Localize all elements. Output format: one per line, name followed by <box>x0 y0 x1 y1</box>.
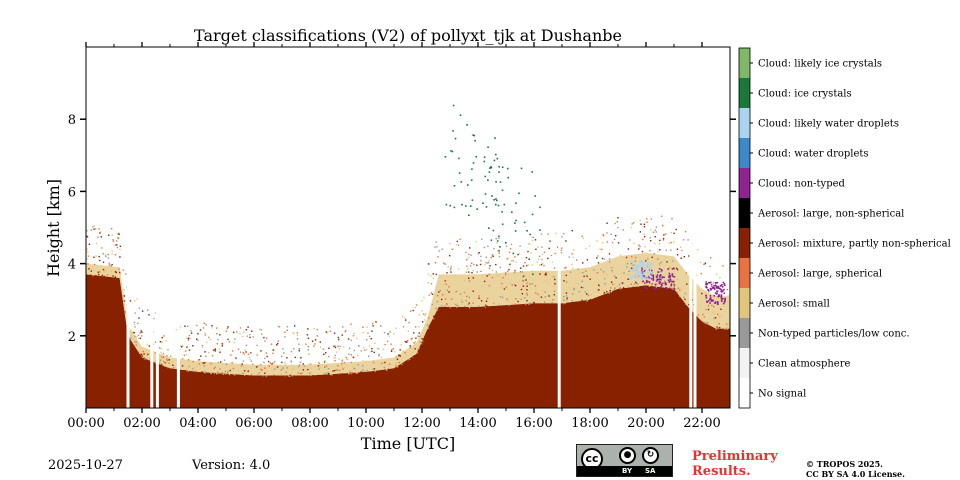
aerosol-speckle <box>86 215 731 377</box>
copyright-notice: © TROPOS 2025. CC BY SA 4.0 License. <box>806 459 905 479</box>
data-gap <box>689 47 693 408</box>
license-strip <box>577 466 672 476</box>
version-label: Version: 4.0 <box>192 458 271 473</box>
date-label: 2025-10-27 <box>48 458 123 473</box>
copyright-line-2: CC BY SA 4.0 License. <box>806 469 905 479</box>
cc-license-badge: cc ● ↻ BY SA <box>576 444 673 477</box>
legend-label: Non-typed particles/low conc. <box>758 329 910 340</box>
legend-swatch <box>739 198 750 228</box>
legend-label: Cloud: likely ice crystals <box>758 59 882 70</box>
preliminary-notice: Preliminary Results. <box>692 449 778 479</box>
sa-label: SA <box>645 467 656 475</box>
chart-title: Target classifications (V2) of pollyxt_t… <box>194 26 622 45</box>
x-axis: 00:00 02:00 04:00 06:00 08:00 10:00 12:00 14:00… <box>67 42 721 431</box>
legend-frame <box>738 47 751 409</box>
y-tick-label: 4 <box>68 258 76 273</box>
legend-swatch <box>739 258 750 288</box>
x-tick-label: 08:00 <box>291 416 328 431</box>
by-label: BY <box>622 467 633 475</box>
legend-swatch <box>739 318 750 348</box>
y-tick-label: 8 <box>68 113 76 128</box>
x-tick-label: 00:00 <box>67 416 104 431</box>
x-axis-label: Time [UTC] <box>361 434 455 453</box>
x-tick-label: 12:00 <box>403 416 440 431</box>
x-tick-label: 02:00 <box>123 416 160 431</box>
plot-frame <box>85 46 731 409</box>
classification-legend: No signal Clean atmosphere Non-typed parti… <box>738 47 951 409</box>
x-tick-label: 06:00 <box>235 416 272 431</box>
data-gap <box>155 47 159 408</box>
preliminary-line-2: Results. <box>692 464 751 479</box>
legend-label: Aerosol: large, non-spherical <box>757 209 904 220</box>
cloud-feature <box>640 267 676 290</box>
preliminary-line-1: Preliminary <box>692 449 778 464</box>
data-gap <box>176 47 180 408</box>
legend-swatch <box>739 78 750 108</box>
attribution-icon: ● <box>619 447 636 464</box>
x-tick-label: 14:00 <box>459 416 496 431</box>
x-tick-label: 20:00 <box>627 416 664 431</box>
x-tick-label: 16:00 <box>515 416 552 431</box>
legend-label: Cloud: ice crystals <box>758 89 852 100</box>
y-axis: 2 4 6 8 <box>68 113 736 345</box>
x-tick-label: 18:00 <box>571 416 608 431</box>
copyright-line-1: © TROPOS 2025. <box>806 459 883 469</box>
aerosol-layer <box>86 274 730 408</box>
cloud-feature <box>629 260 653 280</box>
cloud-feature <box>444 104 541 278</box>
legend-swatch <box>739 378 750 408</box>
legend-swatch <box>739 138 750 168</box>
x-tick-label: 10:00 <box>347 416 384 431</box>
legend-label: Aerosol: small <box>757 299 830 310</box>
y-axis-label: Height [km] <box>44 179 63 277</box>
legend-label: Aerosol: large, spherical <box>757 269 882 280</box>
legend-label: Clean atmosphere <box>758 359 851 370</box>
legend-swatch <box>739 288 750 318</box>
legend-label: Cloud: likely water droplets <box>758 119 899 130</box>
legend-swatch <box>739 228 750 258</box>
y-tick-label: 2 <box>68 330 76 345</box>
legend-swatch <box>739 348 750 378</box>
small-aerosol-band <box>86 252 730 376</box>
legend-label: Cloud: water droplets <box>758 149 869 160</box>
data-gap <box>693 47 697 408</box>
data-gap <box>150 47 154 408</box>
cloud-feature <box>705 281 726 305</box>
x-tick-label: 22:00 <box>683 416 720 431</box>
legend-swatch <box>739 168 750 198</box>
legend-swatch <box>739 48 750 78</box>
x-tick-label: 04:00 <box>179 416 216 431</box>
legend-label: Aerosol: mixture, partly non-spherical <box>757 239 951 250</box>
legend-swatch <box>739 108 750 138</box>
legend-label: Cloud: non-typed <box>758 179 846 190</box>
data-gap <box>557 47 561 408</box>
share-alike-icon: ↻ <box>642 447 659 464</box>
legend-label: No signal <box>758 389 806 400</box>
data-gap <box>126 47 130 408</box>
y-tick-label: 6 <box>68 185 76 200</box>
plot-area <box>86 47 731 408</box>
